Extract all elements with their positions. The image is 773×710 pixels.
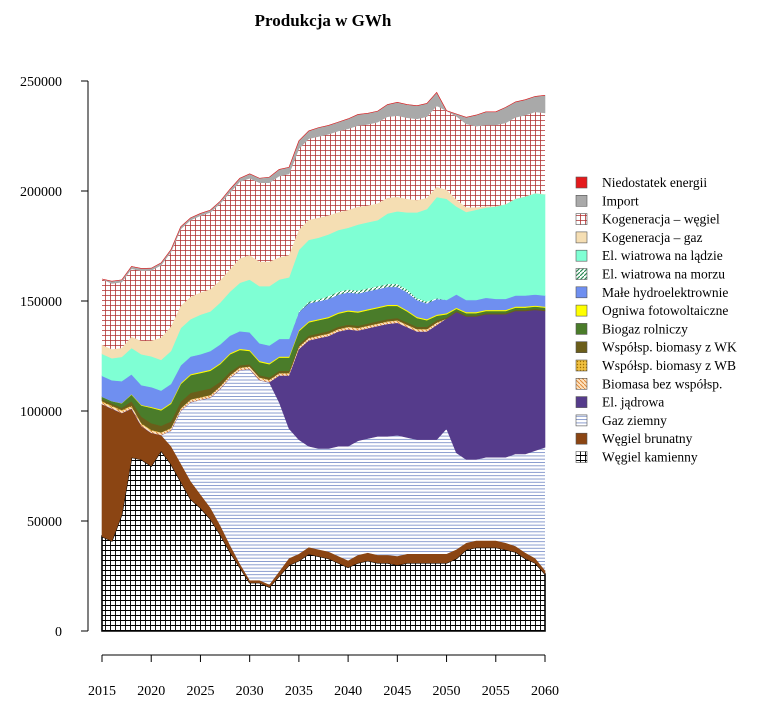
x-tick-label: 2020 (137, 684, 165, 699)
legend-swatch-biomasa-bez-wspolsp (575, 377, 588, 390)
legend-label-el-jadrowa: El. jądrowa (602, 395, 664, 410)
legend-label-male-hydroelektrownie: Małe hydroelektrownie (602, 285, 728, 300)
legend-label-wspolsp-biomasy-z-wk: Współsp. biomasy z WK (602, 340, 737, 355)
area-layers (101, 91, 546, 632)
y-tick-label: 100000 (20, 405, 62, 420)
y-axis: 0 50000 100000 150000 200000 250000 (20, 75, 89, 640)
legend-label-el-wiatrowa-na-ladzie: El. wiatrowa na lądzie (602, 248, 723, 263)
legend-swatch-import (575, 195, 588, 207)
legend-label-wegiel-brunatny: Węgiel brunatny (602, 431, 693, 446)
legend-label-ogniwa-fotowoltaiczne: Ogniwa fotowoltaiczne (602, 303, 728, 318)
legend-swatch-wegiel-brunatny (575, 432, 588, 445)
legend-label-import: Import (602, 193, 639, 208)
legend-swatch-niedostatek-energii (575, 176, 588, 189)
x-tick-label: 2035 (285, 684, 313, 699)
legend-label-el-wiatrowa-na-morzu: El. wiatrowa na morzu (602, 267, 725, 282)
area-niedostatek-energii (101, 91, 546, 282)
legend-swatch-male-hydroelektrownie (575, 286, 588, 299)
legend-swatch-kogeneracja-wegiel (575, 213, 588, 225)
legend-label-kogeneracja-gaz: Kogeneracja – gaz (602, 230, 702, 245)
legend-label-kogeneracja-wegiel: Kogeneracja – węgiel (602, 212, 720, 227)
x-axis: 2015 2020 2025 2030 2035 2040 2045 2050 2055 2060 (88, 654, 559, 699)
legend-swatch-kogeneracja-gaz (575, 231, 588, 244)
legend-swatch-el-wiatrowa-na-morzu (575, 268, 588, 280)
y-tick-label: 50000 (27, 515, 62, 530)
legend-swatch-gaz-ziemny (575, 414, 588, 427)
x-tick-label: 2050 (433, 684, 461, 699)
legend-label-biogaz-rolniczy: Biogaz rolniczy (602, 321, 688, 336)
legend-swatch-ogniwa-fotowoltaiczne (575, 304, 588, 317)
legend-swatch-el-jadrowa (575, 396, 588, 408)
legend-label-wegiel-kamienny: Węgiel kamienny (602, 450, 698, 465)
x-tick-label: 2025 (186, 684, 214, 699)
legend-swatch-wegiel-kamienny (575, 451, 588, 463)
x-tick-label: 2060 (531, 684, 559, 699)
y-tick-label: 150000 (20, 295, 62, 310)
chart-title: Produkcja w GWh (255, 11, 392, 30)
y-tick-label: 250000 (20, 75, 62, 90)
area-kogeneracja-wegiel (102, 105, 545, 350)
x-tick-label: 2040 (334, 684, 362, 699)
legend-label-biomasa-bez-wspolsp: Biomasa bez współsp. (602, 376, 722, 391)
legend-swatch-wspolsp-biomasy-z-wk (575, 341, 588, 354)
x-tick-label: 2030 (236, 684, 264, 699)
x-tick-label: 2045 (383, 684, 411, 699)
x-tick-label: 2055 (482, 684, 510, 699)
area-gaz-ziemny (102, 369, 545, 585)
y-tick-label: 200000 (20, 185, 62, 200)
legend-label-gaz-ziemny: Gaz ziemny (602, 413, 667, 428)
legend-label-wspolsp-biomasy-z-wb: Współsp. biomasy z WB (602, 358, 736, 373)
legend-swatch-el-wiatrowa-na-ladzie (575, 249, 588, 262)
y-tick-label: 0 (55, 625, 62, 640)
legend-label-niedostatek-energii: Niedostatek energii (602, 175, 707, 190)
legend: Niedostatek energii Import Kogeneracja – w… (575, 175, 737, 465)
legend-swatch-biogaz-rolniczy (575, 323, 588, 335)
x-tick-label: 2015 (88, 684, 116, 699)
legend-swatch-wspolsp-biomasy-z-wb (575, 359, 588, 372)
